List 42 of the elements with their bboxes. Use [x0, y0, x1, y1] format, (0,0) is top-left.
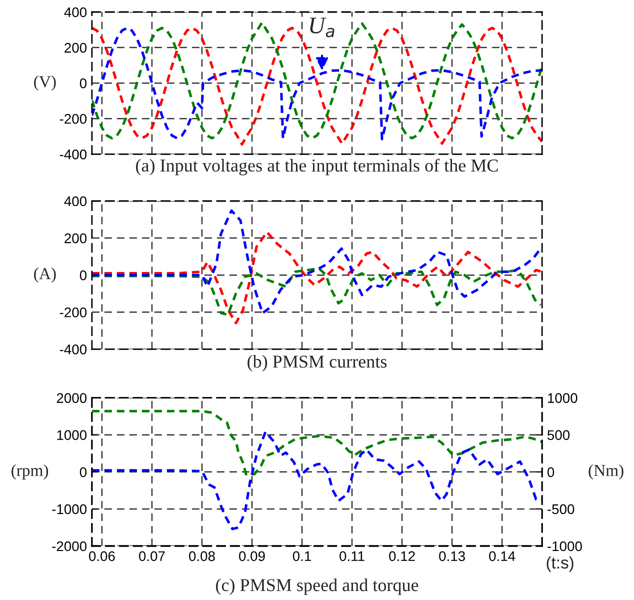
y-tick-label: 400	[64, 196, 87, 206]
y2-tick-label: 0	[547, 467, 554, 478]
y2-tick-label: 500	[547, 430, 570, 440]
text: (a) Input voltages at the input terminals of the MC	[136, 158, 498, 176]
line-series	[92, 230, 542, 324]
y-axis-title: (A)	[34, 268, 56, 283]
x-tick-label: 0.09	[239, 551, 265, 562]
x-tick-label: 0.06	[88, 551, 115, 562]
text: (b) PMSM currents	[248, 355, 387, 372]
y-tick-label: 0	[80, 467, 87, 478]
x-tick-label: 0.13	[439, 551, 465, 562]
y-axis-title: (rpm)	[12, 464, 48, 480]
line-series	[92, 209, 542, 314]
x-tick-label: 0.08	[188, 551, 215, 562]
text: (c) PMSM speed and torque	[216, 578, 418, 595]
y-tick-label: 2000	[56, 393, 87, 403]
x-tick-label: 0.14	[489, 551, 516, 562]
y2-tick-label: -500	[548, 504, 574, 514]
x-tick-label: 0.11	[340, 551, 364, 562]
y2-tick-label: -1000	[548, 541, 582, 552]
line-series	[92, 410, 542, 476]
y2-tick-label: 1000	[548, 393, 578, 403]
y-tick-label: 0	[80, 270, 87, 280]
x-axis-title: (t:s)	[546, 556, 574, 572]
y-tick-label: 200	[64, 233, 87, 244]
y-tick-label: -2000	[52, 541, 87, 552]
y-axis-title: (V)	[34, 76, 56, 91]
y-tick-label: -1000	[52, 504, 87, 514]
y-tick-label: 1000	[57, 430, 87, 440]
x-tick-label: 0.1	[292, 551, 311, 562]
y-tick-label: -200	[60, 114, 87, 124]
y-tick-label: 400	[64, 7, 87, 18]
annotation: U$_{a}$	[310, 18, 334, 38]
y2-axis-title: (Nm)	[588, 464, 624, 480]
x-tick-label: 0.12	[389, 551, 415, 562]
y-tick-label: -400	[60, 150, 87, 160]
line-series	[92, 267, 542, 316]
y-tick-label: -400	[60, 344, 87, 354]
y-tick-label: -200	[60, 307, 87, 318]
y-tick-label: 0	[80, 78, 87, 88]
y-tick-label: 200	[64, 42, 87, 53]
x-tick-label: 0.07	[138, 551, 165, 562]
